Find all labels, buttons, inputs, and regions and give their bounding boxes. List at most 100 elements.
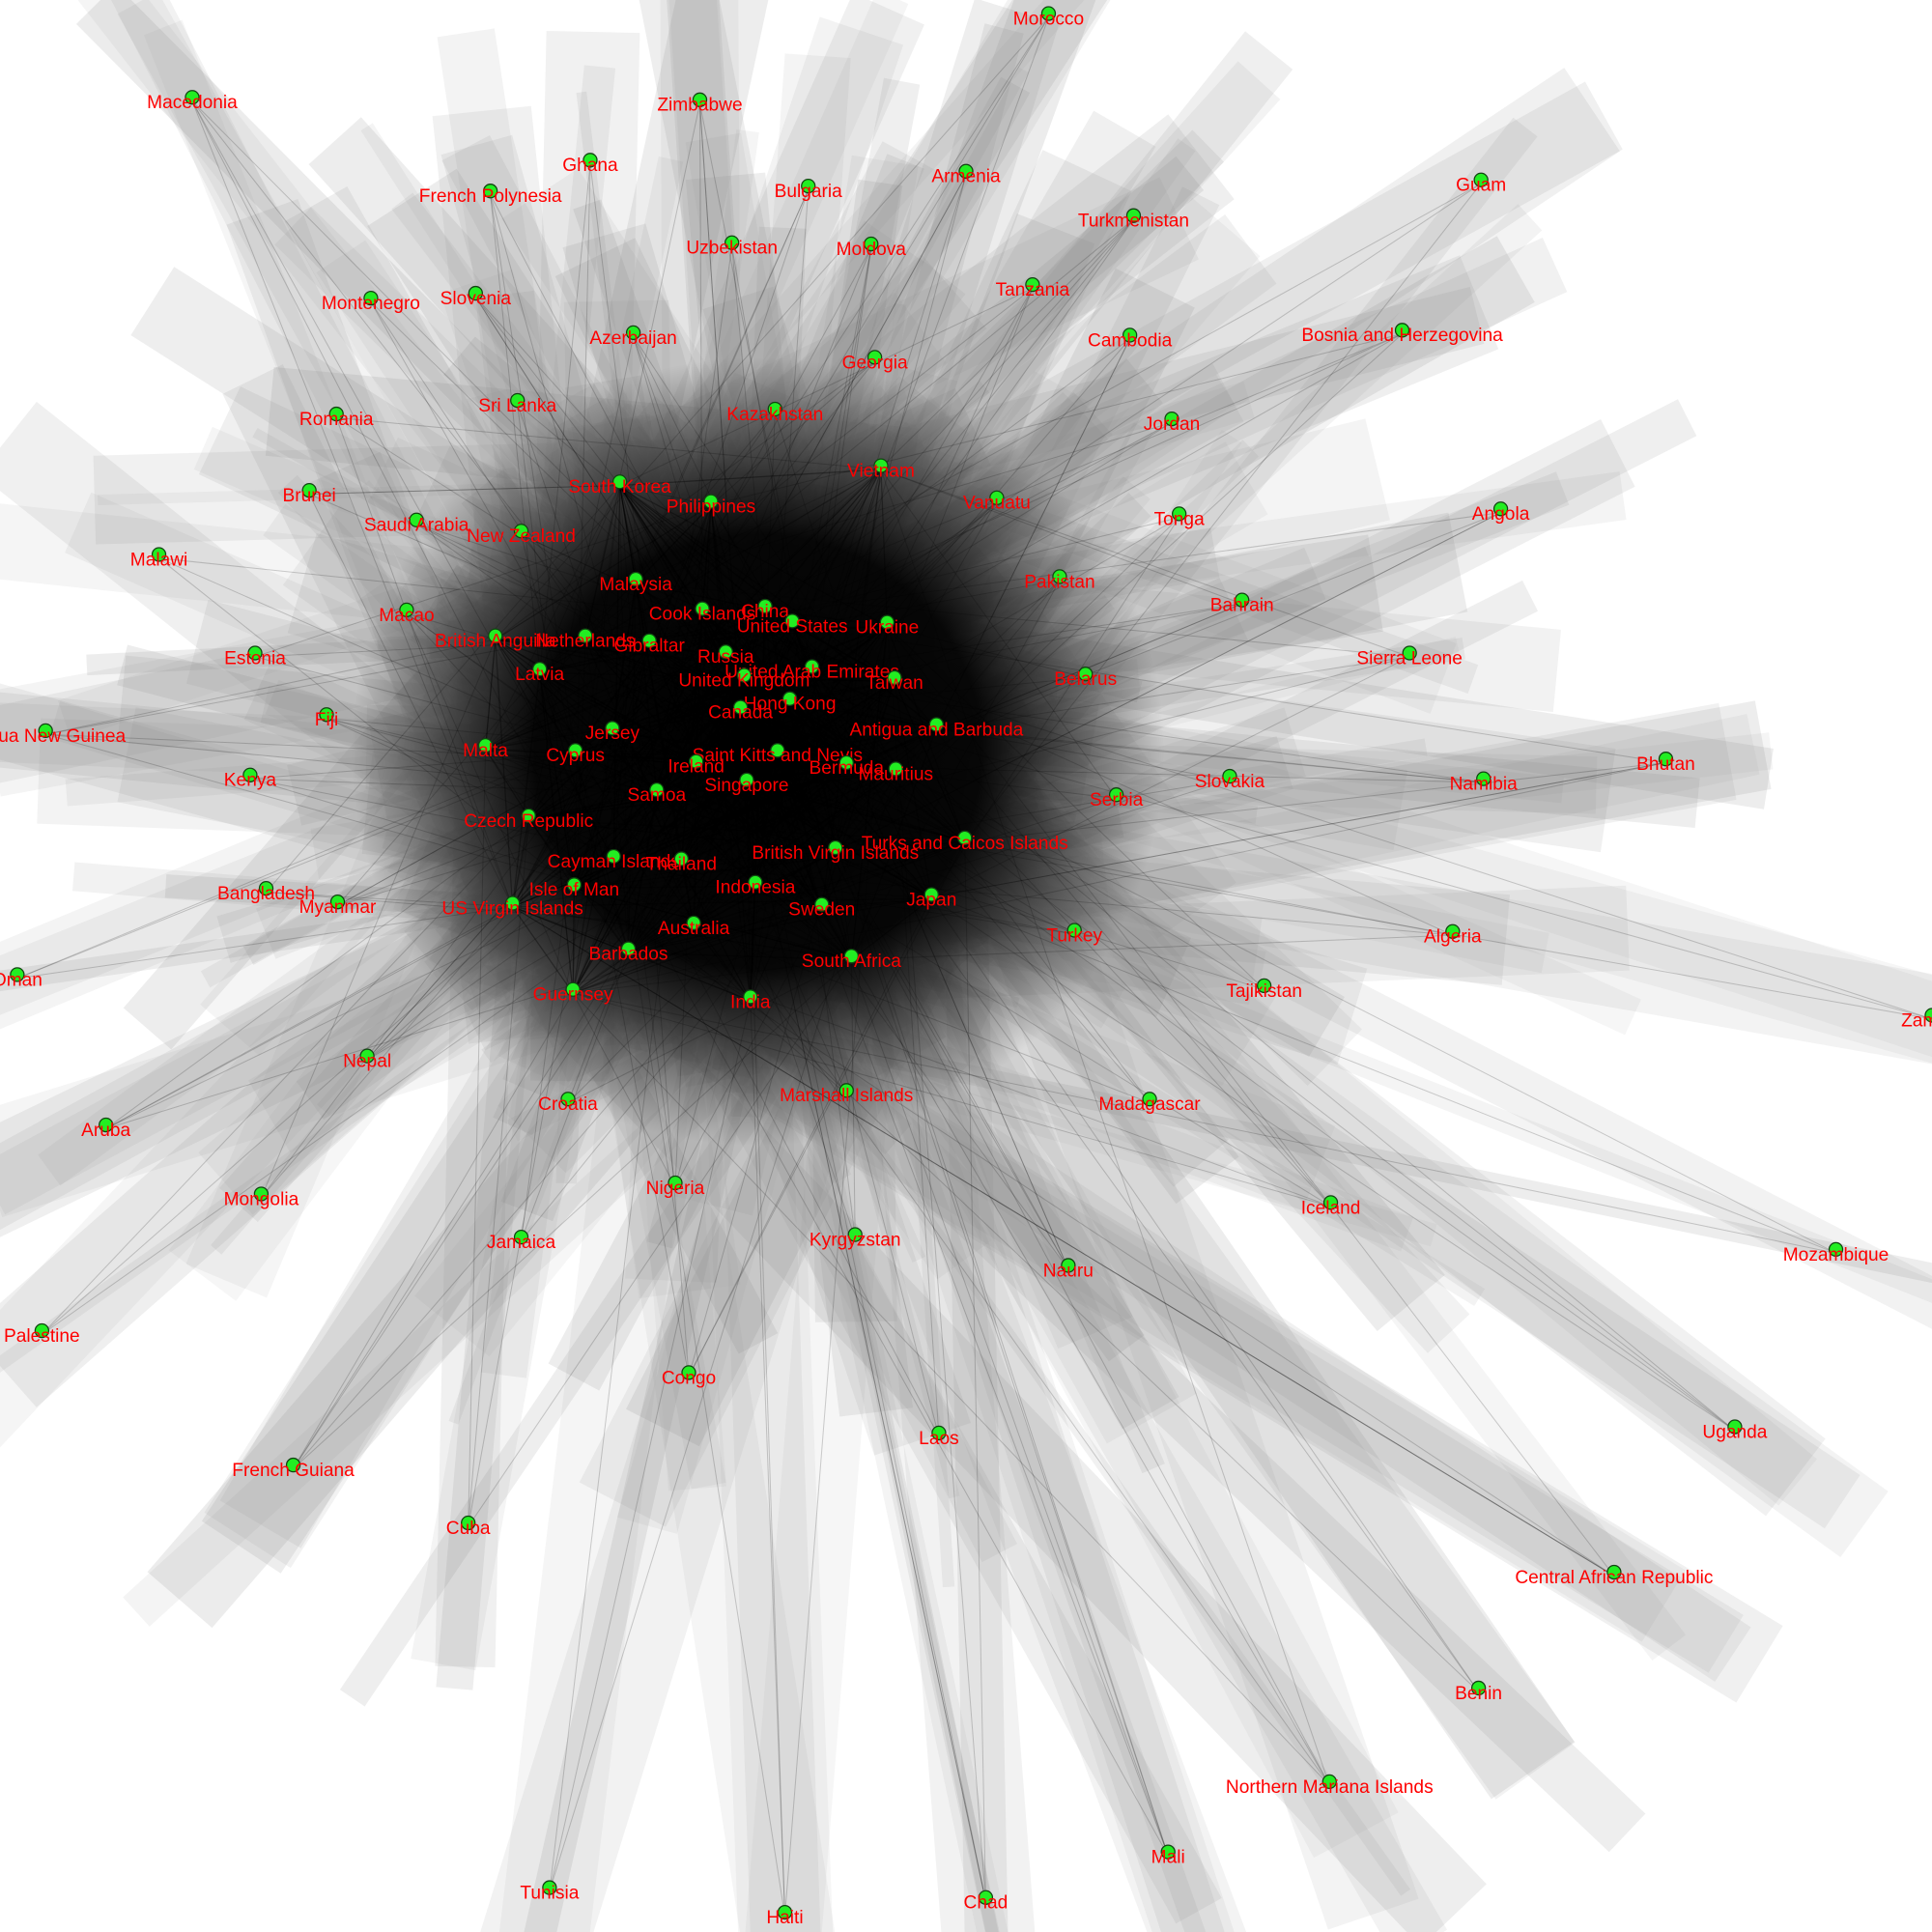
node-label: Georgia	[842, 353, 908, 373]
edge	[724, 655, 779, 754]
edge	[612, 485, 621, 861]
edge	[744, 678, 790, 703]
edge	[573, 643, 650, 889]
node	[1125, 208, 1142, 223]
edge	[743, 678, 779, 754]
edge	[674, 772, 896, 1187]
edge	[539, 672, 940, 1437]
edge	[468, 731, 613, 1527]
edge	[648, 643, 847, 1094]
node-label: Cambodia	[1088, 330, 1173, 351]
edge	[575, 753, 847, 767]
node-label: Vanuatu	[963, 494, 1031, 514]
edge	[628, 762, 1666, 953]
edge	[495, 639, 756, 887]
edge	[575, 753, 1836, 1254]
node	[488, 628, 503, 643]
edge	[724, 655, 932, 899]
edge	[777, 753, 1169, 1857]
edge	[619, 485, 791, 703]
node-label: South Africa	[802, 952, 901, 972]
edge	[584, 639, 847, 767]
edge	[724, 469, 882, 656]
edge	[45, 611, 703, 735]
edge	[370, 301, 613, 732]
edge	[575, 753, 658, 795]
edge	[746, 727, 937, 784]
edge	[495, 639, 847, 767]
edge	[635, 582, 932, 899]
edge	[45, 733, 852, 961]
edge	[337, 672, 541, 906]
edge	[495, 639, 837, 852]
dense-core	[351, 356, 1165, 1147]
edge	[574, 888, 852, 961]
edge	[850, 625, 888, 960]
node	[801, 178, 816, 194]
edge	[777, 753, 965, 842]
node-label: Uzbekistan	[686, 239, 778, 259]
node-label: Cook Islands	[649, 605, 756, 625]
edge	[835, 333, 1403, 852]
edge	[539, 671, 895, 682]
edge	[628, 907, 822, 953]
edge	[613, 859, 1453, 936]
edge	[743, 678, 940, 1437]
edge	[680, 701, 791, 864]
edge	[693, 772, 896, 927]
edge	[406, 612, 496, 640]
edge	[656, 680, 895, 794]
edge	[894, 681, 932, 898]
edge	[851, 934, 1453, 961]
edge	[619, 485, 703, 613]
edge	[777, 753, 1330, 1786]
edge	[850, 625, 889, 960]
edge	[527, 680, 895, 820]
edge	[835, 517, 1180, 852]
edge	[528, 792, 657, 820]
edge	[649, 643, 937, 729]
edge	[821, 779, 1231, 909]
node	[468, 285, 483, 301]
edge	[649, 643, 726, 657]
edge	[811, 669, 896, 774]
node-label: Mozambique	[1783, 1245, 1889, 1265]
edge	[688, 897, 932, 1377]
edge	[528, 765, 847, 820]
edge	[680, 610, 766, 864]
node-label: Pakistan	[1024, 572, 1094, 592]
edge	[512, 850, 836, 908]
edge	[45, 733, 657, 794]
edge	[521, 534, 823, 909]
edge	[648, 183, 1482, 645]
edge	[696, 753, 778, 766]
edge	[612, 765, 847, 861]
edge	[627, 862, 682, 953]
edge	[635, 504, 712, 583]
edge	[549, 1000, 752, 1892]
edge	[512, 906, 1615, 1577]
edge	[337, 678, 745, 906]
edge	[527, 189, 810, 820]
edge	[619, 485, 837, 852]
node	[628, 571, 643, 587]
node-label: Netherlands	[535, 632, 635, 652]
node	[1025, 276, 1040, 293]
edge	[527, 818, 852, 961]
edge	[370, 301, 847, 767]
edge	[584, 512, 1501, 640]
edge	[337, 764, 696, 906]
edge	[648, 643, 741, 712]
edge	[326, 718, 896, 774]
edge	[754, 885, 1075, 935]
edge	[693, 850, 837, 927]
edge	[308, 494, 514, 908]
edge	[724, 655, 756, 887]
edge	[789, 701, 937, 729]
edge	[485, 643, 650, 751]
edge	[575, 753, 696, 766]
edge	[764, 469, 882, 611]
edge	[701, 611, 742, 712]
edge	[701, 504, 712, 612]
node	[867, 350, 883, 365]
